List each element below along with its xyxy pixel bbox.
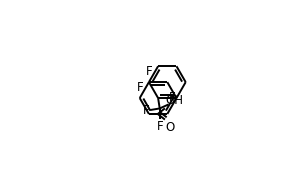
Text: F: F <box>143 104 149 117</box>
Text: F: F <box>157 120 163 133</box>
Text: OH: OH <box>166 94 184 107</box>
Text: O: O <box>166 121 175 134</box>
Text: F: F <box>169 91 176 104</box>
Text: F: F <box>137 81 144 94</box>
Text: F: F <box>146 65 152 78</box>
